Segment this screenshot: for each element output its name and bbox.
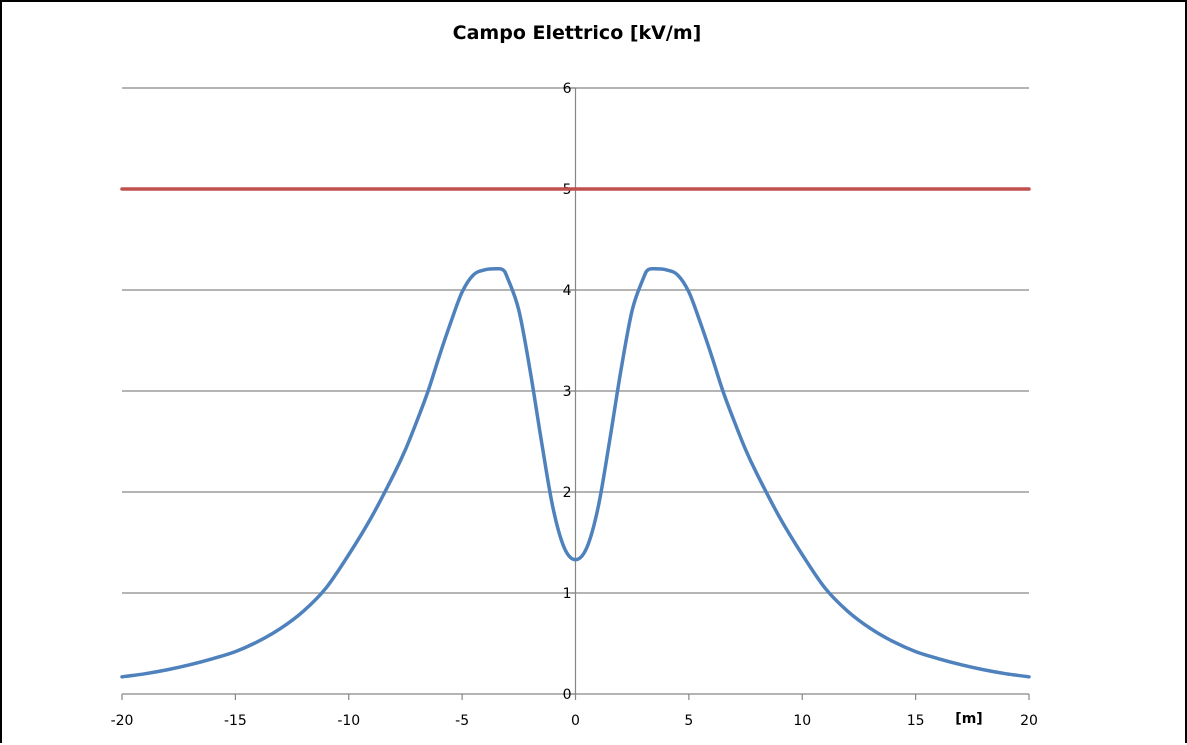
y-tick-label: 3: [563, 384, 572, 400]
axes: [121, 87, 1030, 700]
y-tick-label: 6: [563, 81, 572, 97]
x-tick-label: 10: [793, 713, 811, 729]
y-tick-label: 0: [563, 687, 572, 703]
x-tick-label: -10: [337, 713, 360, 729]
x-tick-label: -15: [224, 713, 247, 729]
series-lines: [120, 187, 1031, 679]
y-tick-label: 4: [563, 283, 572, 299]
x-tick-label: 5: [684, 713, 693, 729]
chart-title: Campo Elettrico [kV/m]: [453, 22, 702, 44]
series-line-field: [120, 266, 1031, 679]
x-tick-label: -5: [455, 713, 469, 729]
x-axis-label: [m]: [955, 711, 982, 727]
y-tick-label: 1: [563, 586, 572, 602]
x-tick-label: 0: [571, 713, 580, 729]
y-tick-label: 2: [563, 485, 572, 501]
x-tick-label: -20: [111, 713, 134, 729]
x-tick-label: 15: [907, 713, 925, 729]
x-tick-label: 20: [1020, 713, 1038, 729]
